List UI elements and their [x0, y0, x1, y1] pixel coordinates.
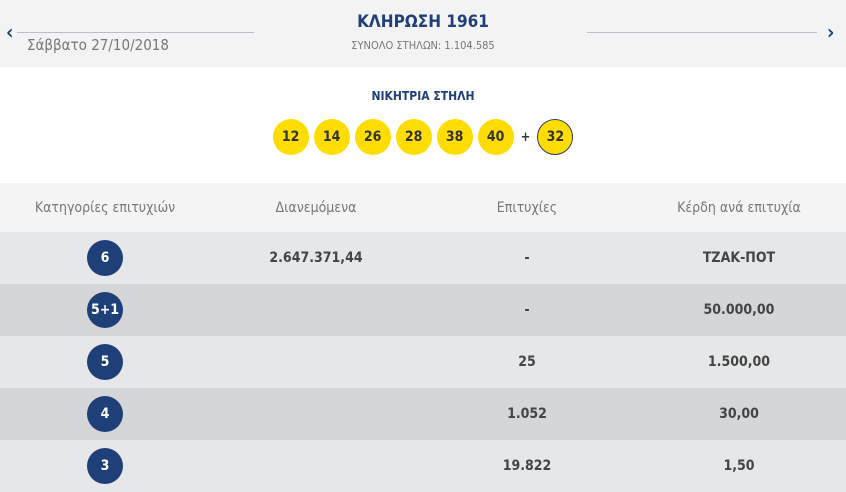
- prize-table: Κατηγορίες επιτυχιών Διανεμόμενα Επιτυχί…: [0, 183, 846, 492]
- category-badge: 4: [87, 396, 123, 432]
- category-cell: 4: [0, 396, 210, 432]
- winning-label: ΝΙΚΗΤΡΙΑ ΣΤΗΛΗ: [371, 89, 475, 103]
- divider: [17, 32, 254, 33]
- prize-cell: ΤΖΑΚ-ΠΟΤ: [702, 250, 776, 266]
- number-ball: 14: [313, 119, 350, 155]
- winners-cell: -: [524, 302, 530, 318]
- chevron-right-icon[interactable]: ›: [827, 20, 835, 44]
- number-ball: 40: [477, 119, 514, 155]
- category-cell: 6: [0, 240, 210, 276]
- plus-sign: +: [520, 129, 531, 145]
- total-columns: ΣΥΝΟΛΟ ΣΤΗΛΩΝ: 1.104.585: [351, 39, 495, 52]
- draw-date: Σάββατο 27/10/2018: [27, 36, 169, 54]
- number-ball: 38: [436, 119, 473, 155]
- prize-cell: 30,00: [719, 406, 759, 422]
- category-badge: 3: [87, 448, 123, 484]
- category-badge: 6: [87, 240, 123, 276]
- table-row: 6 2.647.371,44 - ΤΖΑΚ-ΠΟΤ: [0, 232, 846, 284]
- header-category: Κατηγορίες επιτυχιών: [34, 199, 176, 216]
- prize-cell: 1,50: [723, 458, 755, 474]
- category-badge: 5+1: [87, 292, 123, 328]
- winners-cell: -: [524, 250, 530, 266]
- prize-cell: 1.500,00: [707, 354, 771, 370]
- header-winners: Επιτυχίες: [496, 199, 558, 216]
- table-row: 3 19.822 1,50: [0, 440, 846, 492]
- chevron-left-icon[interactable]: ‹: [6, 20, 14, 44]
- table-row: 4 1.052 30,00: [0, 388, 846, 440]
- distributed-cell: 2.647.371,44: [269, 250, 363, 266]
- winning-numbers: 12 14 26 28 38 40 + 32: [0, 119, 846, 155]
- prize-cell: 50.000,00: [703, 302, 775, 318]
- number-ball: 26: [354, 119, 391, 155]
- draw-title: ΚΛΗΡΩΣΗ 1961: [357, 12, 489, 32]
- number-ball: 12: [272, 119, 309, 155]
- bonus-ball: 32: [537, 119, 574, 155]
- winners-cell: 19.822: [502, 458, 552, 474]
- header-distributed: Διανεμόμενα: [275, 199, 357, 216]
- category-badge: 5: [87, 344, 123, 380]
- draw-header: ‹ Σάββατο 27/10/2018 ΚΛΗΡΩΣΗ 1961 ΣΥΝΟΛΟ…: [0, 0, 846, 67]
- table-row: 5 25 1.500,00: [0, 336, 846, 388]
- number-ball: 28: [395, 119, 432, 155]
- table-header: Κατηγορίες επιτυχιών Διανεμόμενα Επιτυχί…: [0, 183, 846, 232]
- category-cell: 3: [0, 448, 210, 484]
- table-row: 5+1 - 50.000,00: [0, 284, 846, 336]
- header-prize: Κέρδη ανά επιτυχία: [677, 199, 801, 216]
- divider: [587, 32, 817, 33]
- category-cell: 5: [0, 344, 210, 380]
- winners-cell: 25: [518, 354, 536, 370]
- winners-cell: 1.052: [507, 406, 547, 422]
- category-cell: 5+1: [0, 292, 210, 328]
